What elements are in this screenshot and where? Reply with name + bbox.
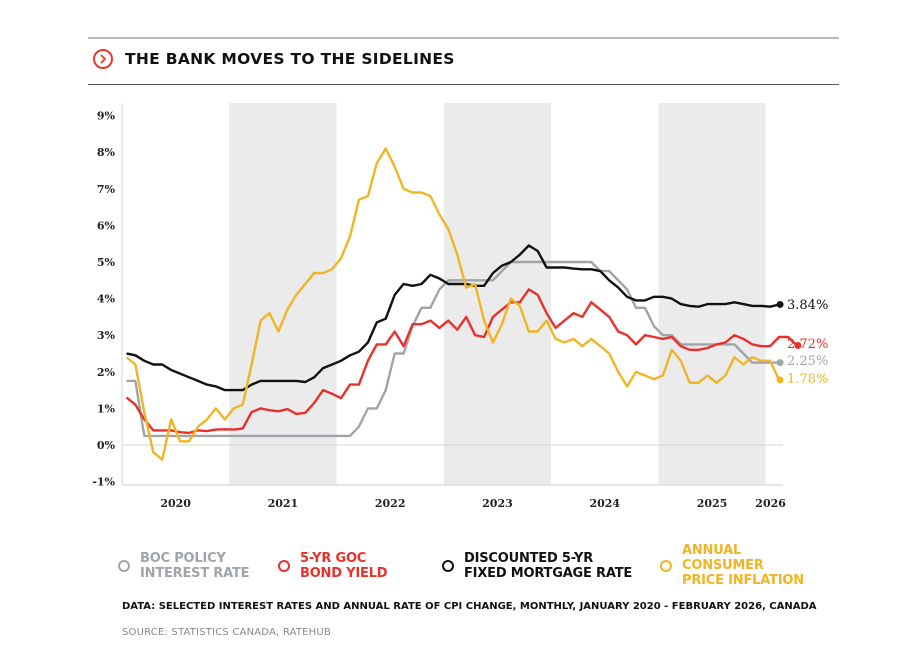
y-tick-label: 6% xyxy=(97,219,116,232)
line-chart: -1% 0% 1% 2% 3% 4% 5% 6% 7% 8% 9% 2020 2021 2022 2023 2… xyxy=(92,103,828,510)
x-tick-label: 2022 xyxy=(375,497,406,510)
source-note: SOURCE: STATISTICS CANADA, RATEHUB xyxy=(122,627,331,638)
x-tick-label: 2025 xyxy=(697,497,728,510)
series-end-label: 2.72% xyxy=(787,337,828,352)
series-line-3 xyxy=(125,147,781,461)
chevron-right-circle-icon xyxy=(93,49,113,69)
y-tick-label: 0% xyxy=(97,439,116,452)
legend-ring-icon xyxy=(118,559,130,572)
legend-item: 5-YR GOC BOND YIELD xyxy=(278,543,442,588)
legend-label: DISCOUNTED 5-YR FIXED MORTGAGE RATE xyxy=(464,550,633,581)
y-tick-label: 2% xyxy=(97,366,116,379)
data-note: DATA: SELECTED INTEREST RATES AND ANNUAL… xyxy=(122,601,817,612)
x-tick-label: 2023 xyxy=(482,497,513,510)
series-line-0 xyxy=(126,260,780,438)
x-tick-label: 2026 xyxy=(755,497,786,510)
shaded-year-band xyxy=(443,103,552,485)
header-rule xyxy=(88,84,839,85)
legend-label: 5-YR GOC BOND YIELD xyxy=(300,550,388,581)
chart-legend: BOC POLICY INTEREST RATE 5-YR GOC BOND YI… xyxy=(118,543,820,588)
legend-item: BOC POLICY INTEREST RATE xyxy=(118,543,278,588)
y-tick-label: 9% xyxy=(97,110,116,123)
series-end-label: 3.84% xyxy=(787,298,828,313)
series-end-point xyxy=(776,359,784,367)
y-tick-label: 4% xyxy=(97,293,116,306)
series-line-1 xyxy=(125,288,798,435)
x-tick-label: 2024 xyxy=(589,497,620,510)
legend-ring-icon xyxy=(442,559,454,572)
top-rule xyxy=(88,37,839,39)
y-tick-label: 5% xyxy=(97,256,116,269)
legend-item: ANNUAL CONSUMER PRICE INFLATION xyxy=(660,543,820,588)
y-tick-label: 7% xyxy=(97,183,116,196)
series-line-2 xyxy=(126,244,780,392)
shaded-year-band xyxy=(658,103,766,485)
legend-ring-icon xyxy=(278,559,290,572)
series-end-label: 2.25% xyxy=(787,354,828,369)
series-end-point xyxy=(794,341,802,349)
x-tick-label: 2020 xyxy=(160,497,191,510)
legend-item: DISCOUNTED 5-YR FIXED MORTGAGE RATE xyxy=(442,543,660,588)
y-tick-label: 1% xyxy=(97,402,116,415)
legend-label: BOC POLICY INTEREST RATE xyxy=(140,550,250,581)
y-tick-label: -1% xyxy=(92,476,115,489)
chart-title: THE BANK MOVES TO THE SIDELINES xyxy=(125,50,455,68)
x-tick-label: 2021 xyxy=(268,497,299,510)
y-tick-label: 8% xyxy=(97,146,116,159)
y-tick-label: 3% xyxy=(97,329,116,342)
legend-ring-icon xyxy=(660,559,672,572)
series-end-point xyxy=(776,376,784,384)
legend-label: ANNUAL CONSUMER PRICE INFLATION xyxy=(682,543,804,588)
chart-header: THE BANK MOVES TO THE SIDELINES xyxy=(93,49,455,69)
series-end-point xyxy=(776,300,784,308)
series-end-label: 1.78% xyxy=(787,372,828,387)
shaded-year-band xyxy=(229,103,337,485)
